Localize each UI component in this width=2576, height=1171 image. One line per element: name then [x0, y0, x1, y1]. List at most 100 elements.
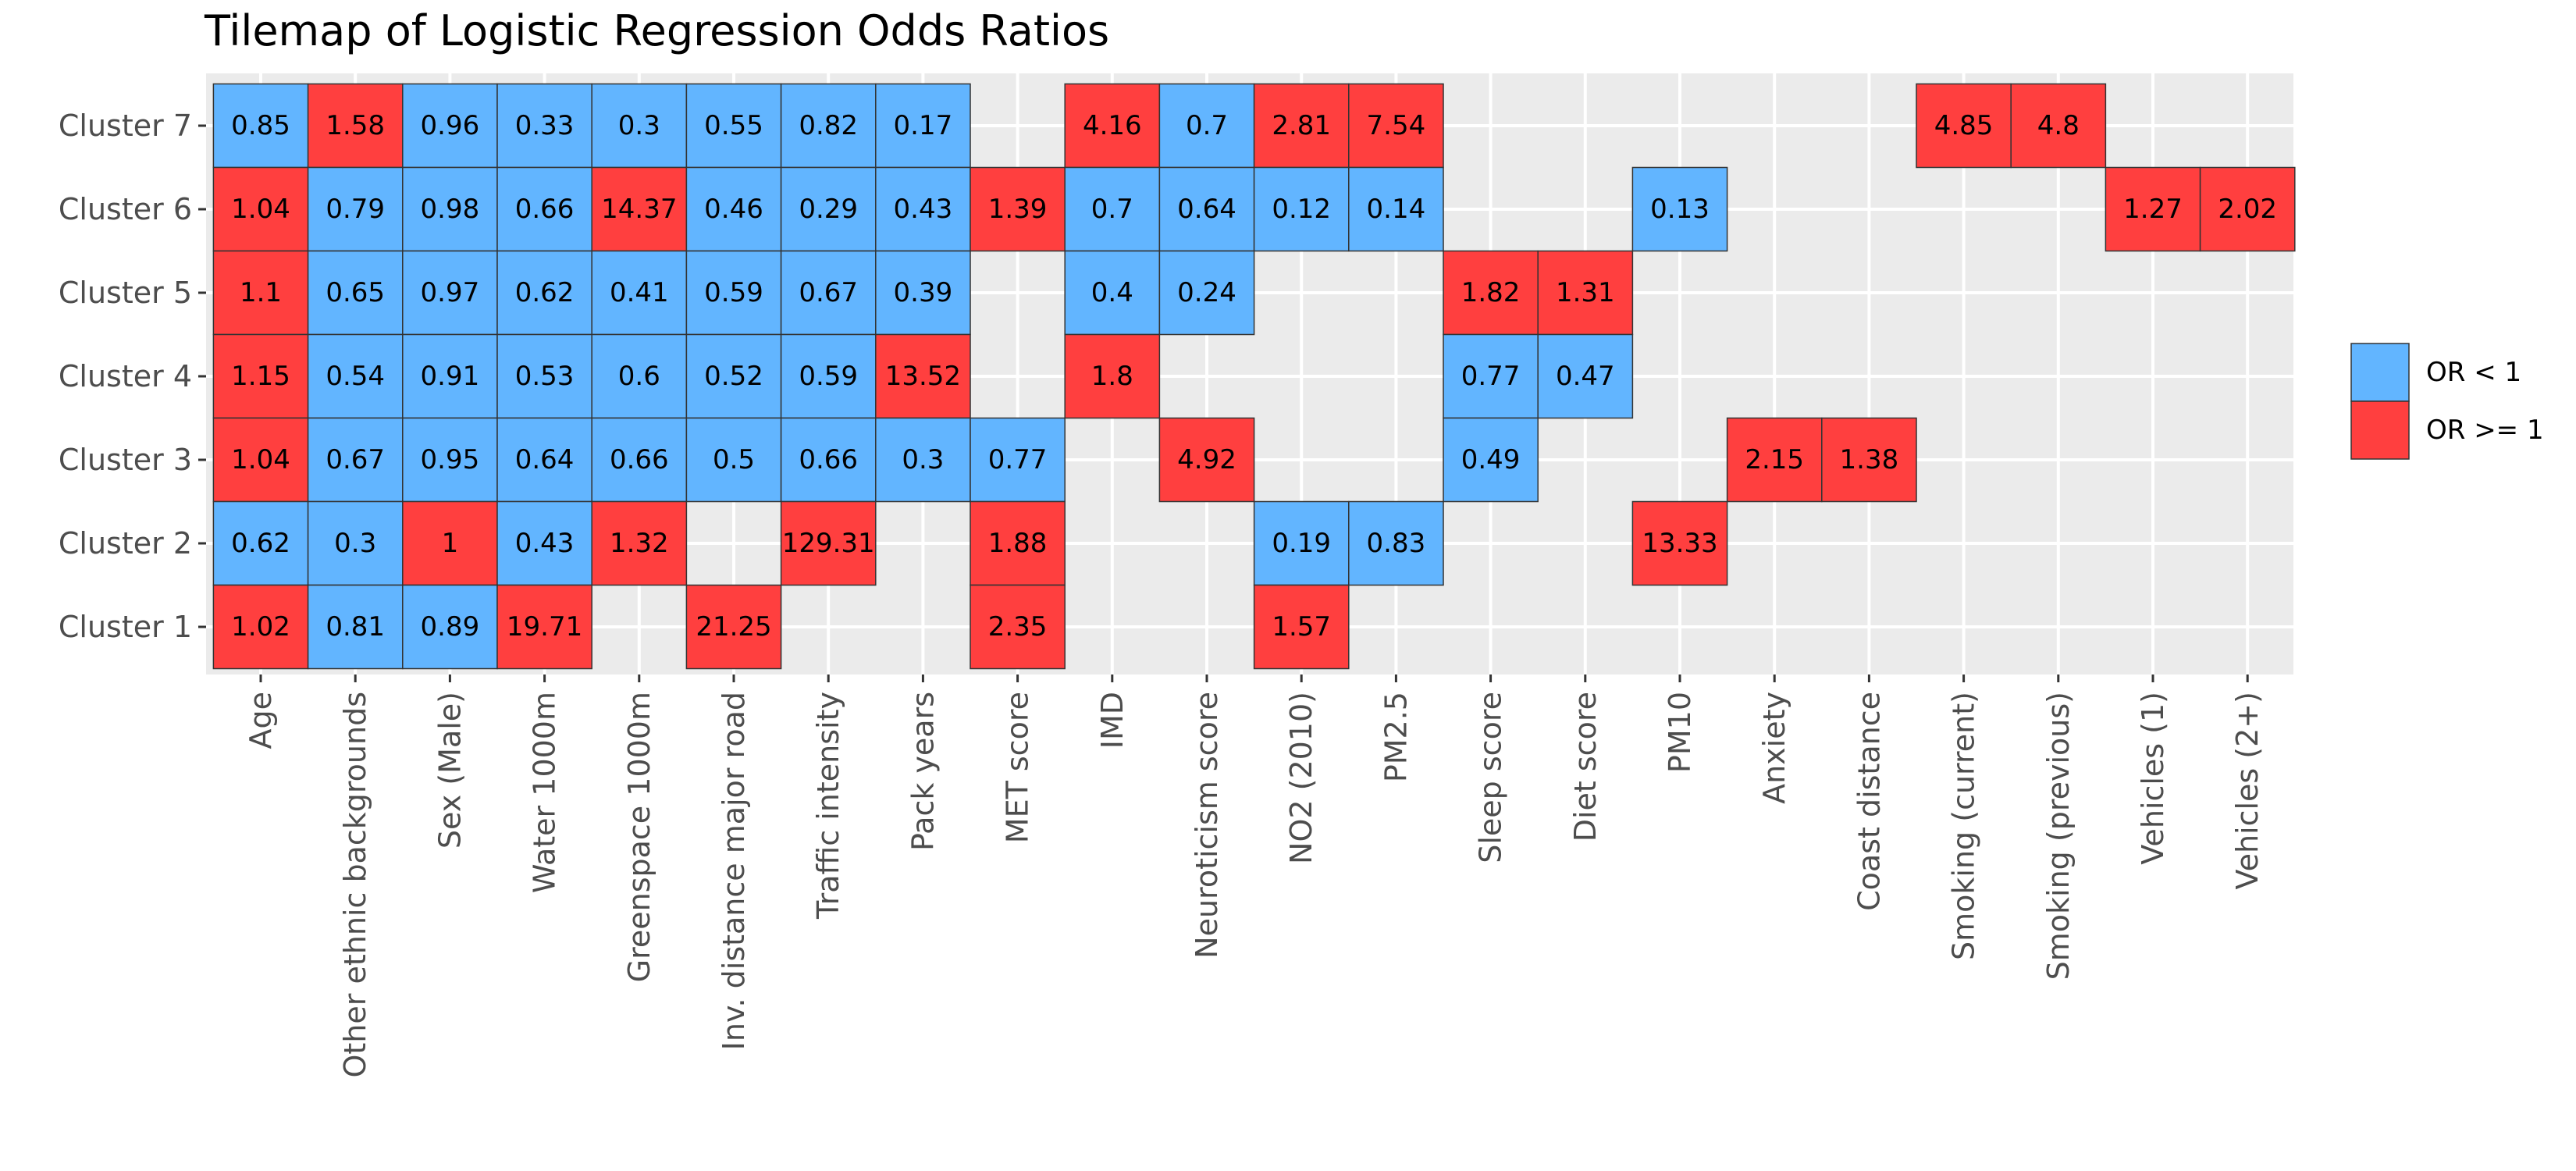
- y-tick-label-cluster-7: Cluster 7: [59, 109, 192, 143]
- tile-value-label: 0.96: [421, 110, 480, 141]
- x-tick-label-pack-years: Pack years: [906, 692, 940, 851]
- tile-value-label: 1.02: [231, 611, 290, 642]
- tile-value-label: 13.33: [1642, 528, 1717, 559]
- tile-value-label: 7.54: [1367, 110, 1426, 141]
- tile-value-label: 1.04: [231, 194, 290, 225]
- tile: [685, 417, 782, 503]
- tile-value-label: 0.33: [515, 110, 575, 141]
- tile: [212, 584, 309, 670]
- tile-value-label: 0.95: [421, 444, 480, 475]
- x-tick-label-no2-2010: NO2 (2010): [1284, 692, 1318, 864]
- tile-value-label: 0.4: [1091, 277, 1133, 308]
- tile: [1253, 584, 1350, 670]
- tile: [780, 500, 877, 586]
- tile-value-label: 0.82: [799, 110, 858, 141]
- tile: [307, 333, 404, 419]
- tile: [591, 83, 688, 169]
- tile: [875, 83, 971, 169]
- tile-value-label: 0.77: [988, 444, 1048, 475]
- tile-value-label: 0.66: [515, 194, 575, 225]
- tile-value-label: 0.43: [894, 194, 953, 225]
- tile: [212, 333, 309, 419]
- y-tick-label-cluster-5: Cluster 5: [59, 276, 192, 310]
- tile-value-label: 0.6: [618, 361, 660, 392]
- tile: [1348, 166, 1444, 252]
- tile-value-label: 0.66: [610, 444, 669, 475]
- tile: [1064, 83, 1161, 169]
- tile-value-label: 0.79: [326, 194, 385, 225]
- tile-value-label: 4.92: [1177, 444, 1236, 475]
- tile: [1631, 500, 1728, 586]
- tile-value-label: 0.65: [326, 277, 385, 308]
- tile-value-label: 2.81: [1272, 110, 1331, 141]
- x-tick-label-pm2-5: PM2.5: [1379, 692, 1413, 782]
- tile-value-label: 0.59: [704, 277, 763, 308]
- tile: [970, 500, 1066, 586]
- tile-value-label: 0.77: [1461, 361, 1521, 392]
- tile-value-label: 129.31: [782, 528, 875, 559]
- tile-value-label: 0.62: [231, 528, 290, 559]
- tile-value-label: 0.46: [704, 194, 763, 225]
- tile: [1443, 250, 1539, 336]
- chart-title: Tilemap of Logistic Regression Odds Rati…: [205, 6, 1110, 55]
- tile-value-label: 0.81: [326, 611, 385, 642]
- tile-value-label: 0.62: [515, 277, 575, 308]
- tile-value-label: 0.67: [326, 444, 385, 475]
- tile: [780, 83, 877, 169]
- x-tick-label-vehicles-1: Vehicles (1): [2136, 692, 2170, 865]
- tile: [1443, 417, 1539, 503]
- tile-value-label: 0.14: [1367, 194, 1426, 225]
- x-tick-label-vehicles-2: Vehicles (2+): [2230, 692, 2265, 889]
- tile: [1348, 500, 1444, 586]
- x-tick-label-coast-distance: Coast distance: [1852, 692, 1886, 911]
- tile: [970, 166, 1066, 252]
- tile-value-label: 1.39: [988, 194, 1048, 225]
- tile-value-label: 19.71: [507, 611, 582, 642]
- tile-value-label: 0.19: [1272, 528, 1331, 559]
- tile: [1064, 166, 1161, 252]
- tile-value-label: 0.89: [421, 611, 480, 642]
- tile-value-label: 0.43: [515, 528, 575, 559]
- tile: [307, 584, 404, 670]
- tile: [685, 584, 782, 670]
- tile: [780, 333, 877, 419]
- tile: [685, 83, 782, 169]
- tile: [402, 500, 498, 586]
- tile: [307, 417, 404, 503]
- tile-value-label: 0.85: [231, 110, 290, 141]
- tile-value-label: 1.31: [1556, 277, 1615, 308]
- tile-value-label: 1.88: [988, 528, 1048, 559]
- y-tick-label-cluster-6: Cluster 6: [59, 192, 192, 226]
- x-tick-label-smoking-previous: Smoking (previous): [2041, 692, 2076, 980]
- tile: [1253, 166, 1350, 252]
- tile: [2199, 166, 2296, 252]
- x-tick-label-inv-distance-major-road: Inv. distance major road: [717, 692, 751, 1050]
- tile: [496, 333, 592, 419]
- tile: [212, 500, 309, 586]
- tile: [402, 250, 498, 336]
- x-tick-label-water-1000m: Water 1000m: [528, 692, 562, 893]
- tile-value-label: 0.52: [704, 361, 763, 392]
- tile: [212, 83, 309, 169]
- tile-value-label: 1.1: [240, 277, 282, 308]
- x-tick-label-pm10: PM10: [1663, 692, 1697, 773]
- tile-value-label: 4.85: [1934, 110, 1994, 141]
- y-tick-label-cluster-3: Cluster 3: [59, 443, 192, 477]
- tile: [2010, 83, 2107, 169]
- tile-value-label: 0.7: [1186, 110, 1228, 141]
- x-tick-label-imd: IMD: [1095, 692, 1130, 749]
- x-tick-label-neuroticism-score: Neuroticism score: [1190, 692, 1224, 959]
- tile: [2105, 166, 2201, 252]
- tile-value-label: 0.12: [1272, 194, 1331, 225]
- tile-value-label: 0.3: [334, 528, 376, 559]
- tile-value-label: 0.97: [421, 277, 480, 308]
- tile-value-label: 1.15: [231, 361, 290, 392]
- y-tick-label-cluster-2: Cluster 2: [59, 526, 192, 561]
- tile-value-label: 0.91: [421, 361, 480, 392]
- tile-value-label: 0.24: [1177, 277, 1236, 308]
- x-axis: Age Other ethnic backgrounds Sex (Male) Wat…: [244, 674, 2265, 1078]
- tile: [1064, 250, 1161, 336]
- tile-value-label: 0.83: [1367, 528, 1426, 559]
- tile: [970, 584, 1066, 670]
